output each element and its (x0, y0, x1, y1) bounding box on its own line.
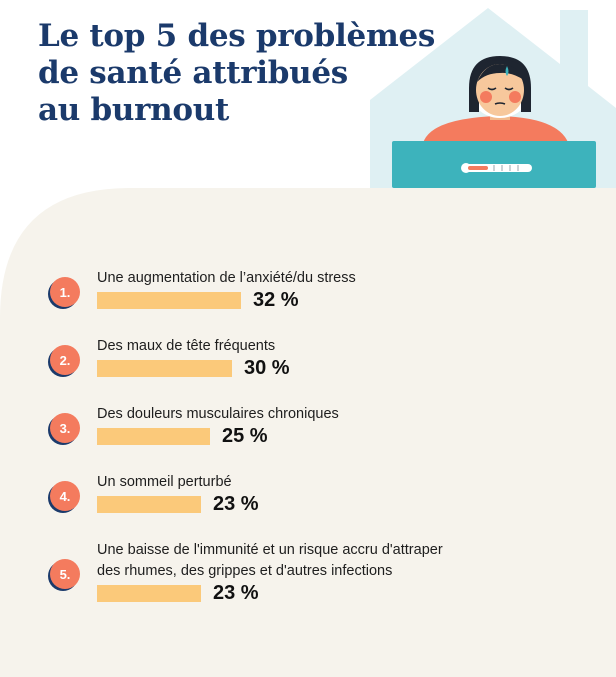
category-label-line: Des maux de tête fréquents (97, 338, 276, 354)
value-label: 30 % (244, 357, 290, 379)
category-label-line: Une baisse de l'immunité et un risque ac… (97, 542, 443, 558)
thermometer-icon (461, 163, 532, 173)
category-label-line: Une augmentation de l’anxiété/du stress (97, 270, 356, 286)
category-label-line: Un sommeil perturbé (97, 474, 232, 490)
title-line-2: de santé attribués (38, 55, 348, 91)
value-bar (97, 585, 201, 602)
category-label: Des douleurs musculaires chroniques (97, 404, 497, 425)
category-label: Une baisse de l'immunité et un risque ac… (97, 540, 497, 582)
title-line-1: Le top 5 des problèmes (38, 18, 436, 54)
value-label: 32 % (253, 289, 299, 311)
rank-badge: 2. (50, 345, 80, 375)
value-bar (97, 292, 241, 309)
category-label-line: des rhumes, des grippes et d'autres infe… (97, 563, 393, 579)
chart-background-panel (0, 188, 616, 677)
rank-badge: 3. (50, 413, 80, 443)
category-label: Un sommeil perturbé (97, 472, 497, 493)
category-label: Une augmentation de l’anxiété/du stress (97, 268, 497, 289)
title-line-3: au burnout (38, 92, 230, 128)
rank-badge: 1. (50, 277, 80, 307)
category-label-line: Des douleurs musculaires chroniques (97, 406, 339, 422)
rank-badge: 4. (50, 481, 80, 511)
sick-person-illustration (370, 8, 616, 190)
page-title: Le top 5 des problèmes de santé attribué… (38, 18, 435, 129)
value-bar (97, 496, 201, 513)
rank-badge: 5. (50, 559, 80, 589)
value-label: 25 % (222, 425, 268, 447)
category-label: Des maux de tête fréquents (97, 336, 497, 357)
value-bar (97, 428, 210, 445)
value-label: 23 % (213, 493, 259, 515)
value-label: 23 % (213, 582, 259, 604)
value-bar (97, 360, 232, 377)
